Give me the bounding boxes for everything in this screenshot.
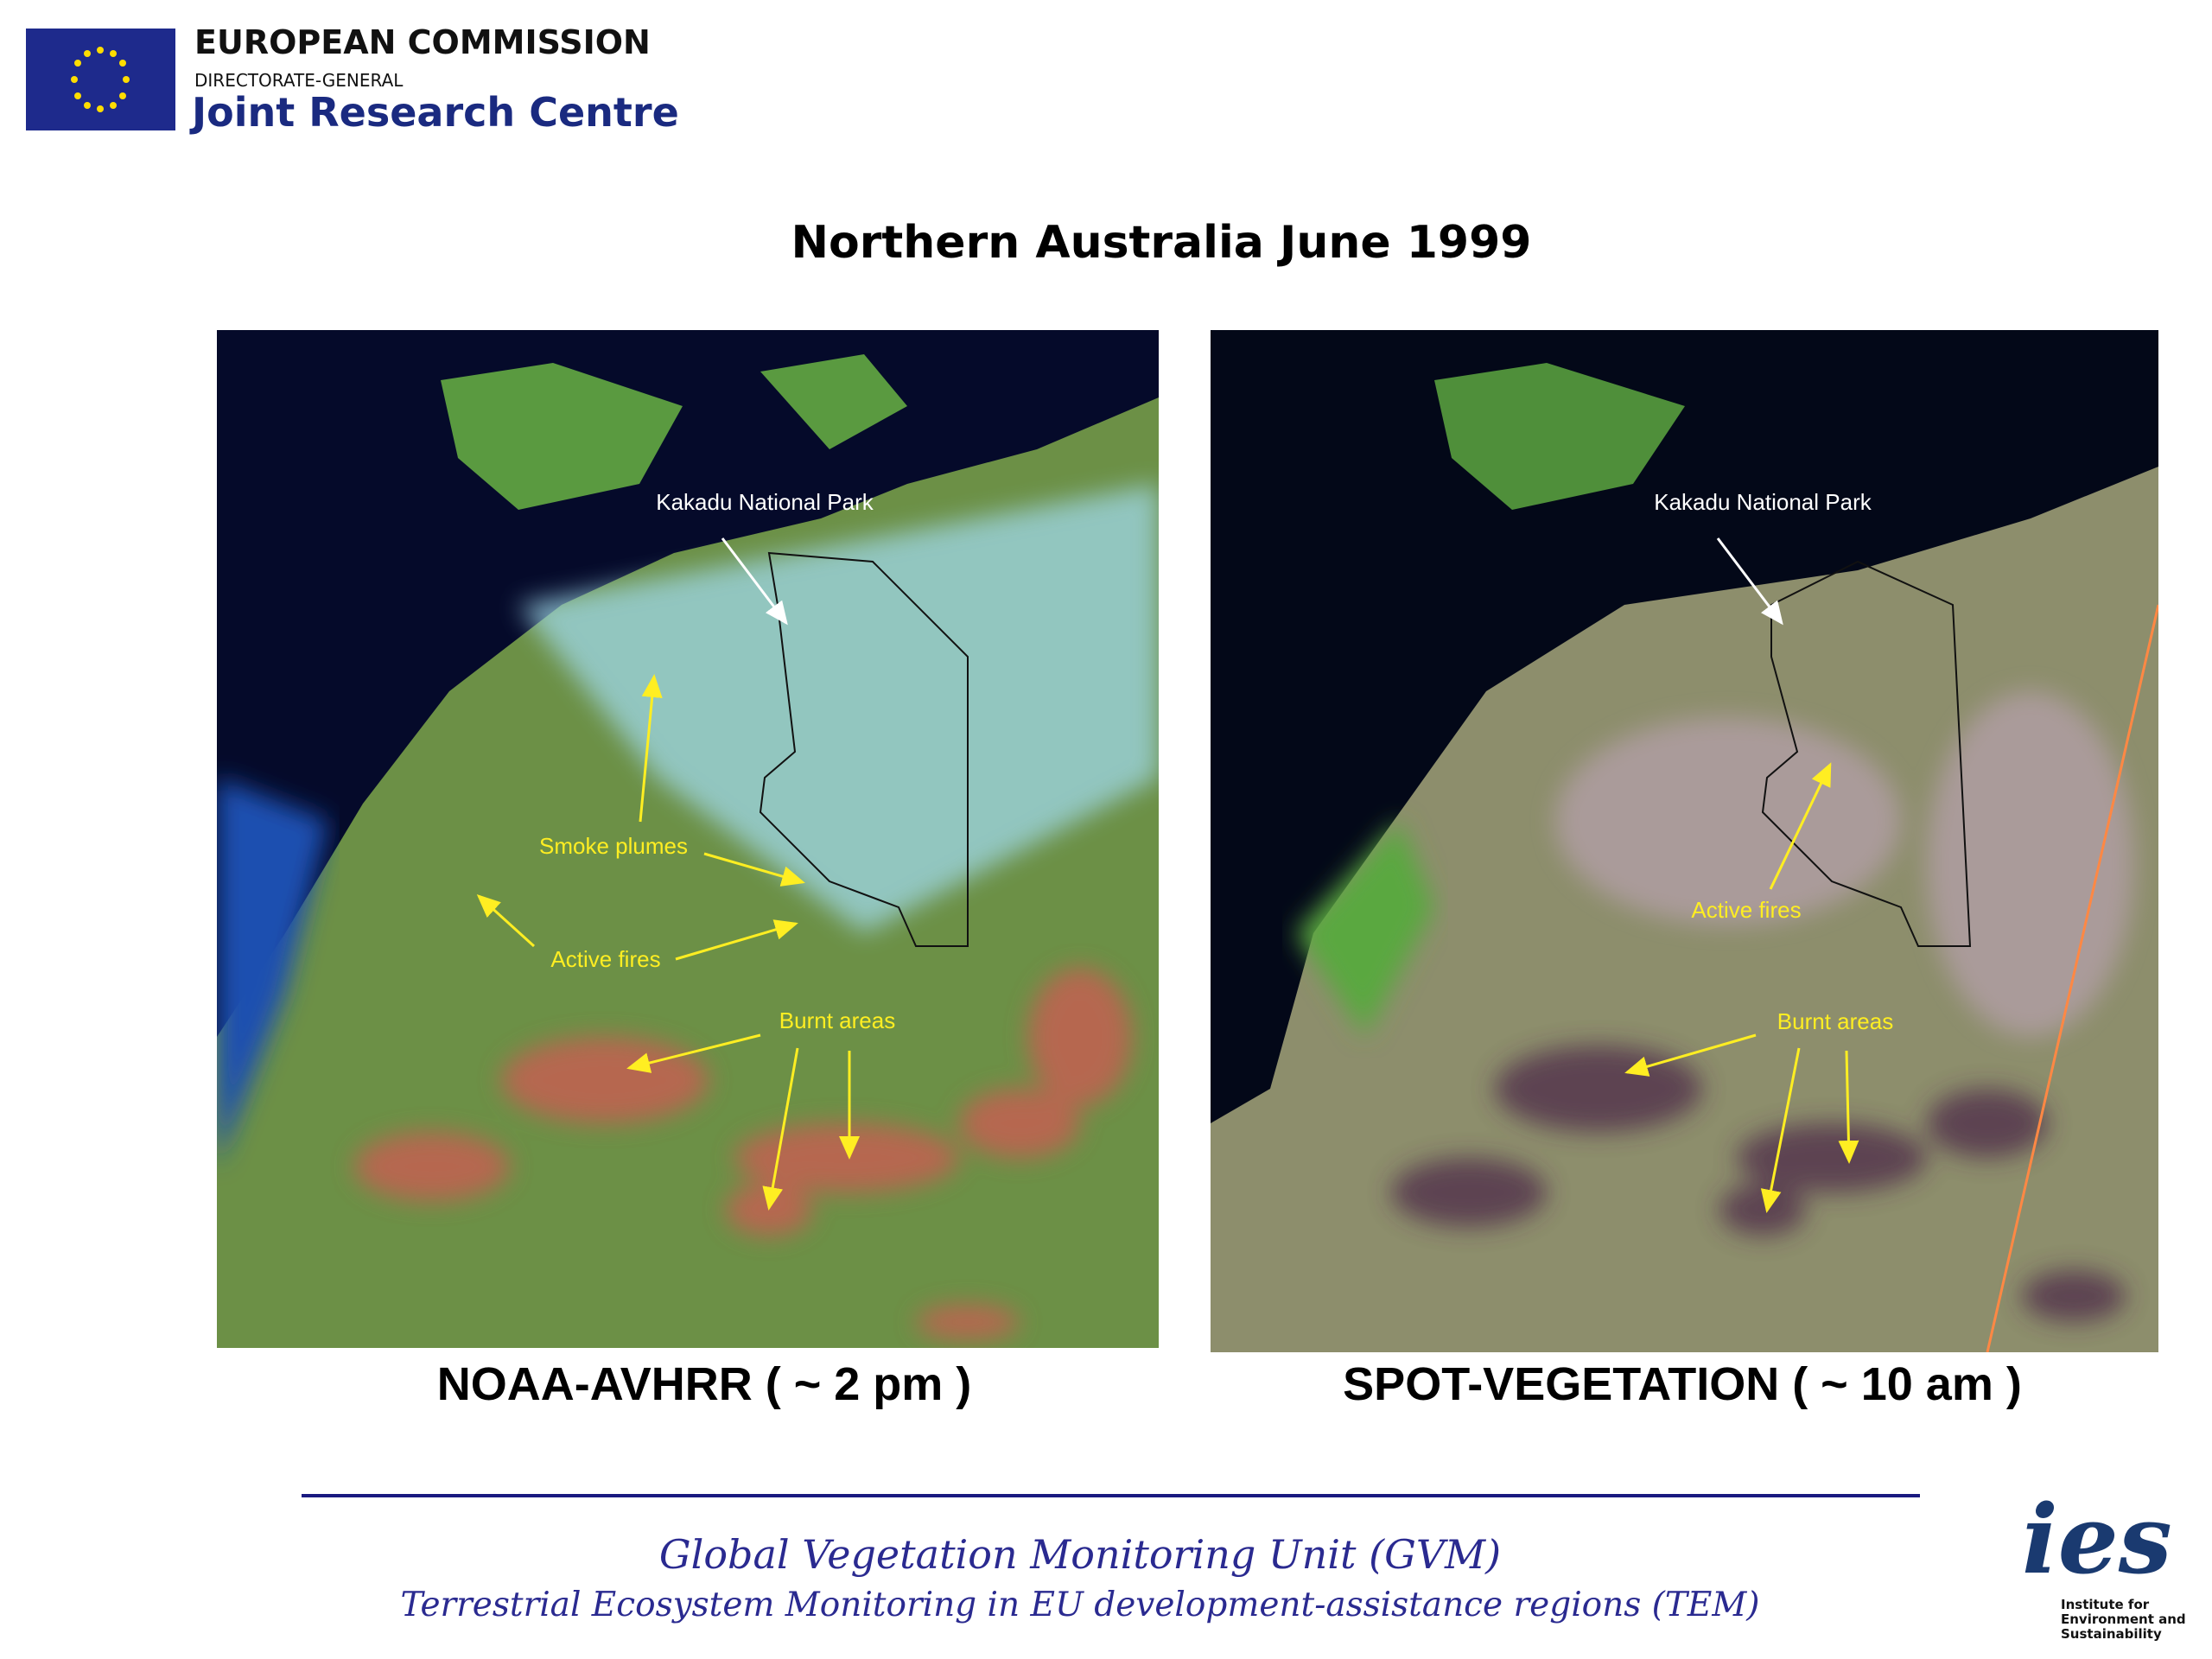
directorate: DIRECTORATE-GENERAL	[194, 70, 404, 91]
ies-mark: ies	[2022, 1484, 2172, 1595]
annotation: Active fires	[550, 946, 660, 972]
caption: NOAA-AVHRR ( ~ 2 pm )	[437, 1358, 972, 1410]
ies-text: Sustainability	[2061, 1626, 2162, 1642]
ies-text: Environment and	[2061, 1611, 2186, 1627]
unit-name: Joint Research Centre	[189, 89, 679, 136]
slide-title: Northern Australia June 1999	[791, 217, 1532, 269]
eu-logo	[26, 29, 175, 130]
satellite-image-left	[217, 330, 1159, 1348]
footer-line: Global Vegetation Monitoring Unit (GVM)	[659, 1531, 1501, 1578]
ies-text: Institute for	[2061, 1597, 2150, 1612]
footer-line: Terrestrial Ecosystem Monitoring in EU d…	[400, 1586, 1759, 1624]
arrow	[1716, 537, 1783, 626]
annotation: Active fires	[1691, 897, 1801, 923]
annotation: Burnt areas	[1777, 1008, 1893, 1034]
annotation: Burnt areas	[779, 1007, 895, 1033]
satellite-image-right	[1211, 330, 2158, 1352]
annotation: Kakadu National Park	[656, 489, 874, 515]
annotation: Smoke plumes	[539, 833, 688, 859]
caption: SPOT-VEGETATION ( ~ 10 am )	[1343, 1358, 2022, 1410]
annotation: Kakadu National Park	[1654, 489, 1872, 515]
arrows	[476, 674, 860, 1211]
arrows	[1624, 762, 1859, 1213]
arrow	[721, 537, 788, 626]
organization: EUROPEAN COMMISSION	[194, 23, 651, 61]
